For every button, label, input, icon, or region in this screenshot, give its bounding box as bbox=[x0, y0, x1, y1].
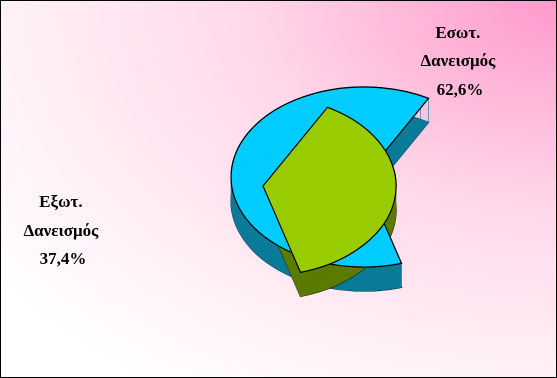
slice-label-domestic: Εσωτ. Δανεισμός 62,6% bbox=[420, 23, 499, 99]
pie-slice-foreign bbox=[262, 106, 397, 274]
slice-label-foreign: Εξωτ. Δανεισμός 37,4% bbox=[23, 192, 102, 268]
